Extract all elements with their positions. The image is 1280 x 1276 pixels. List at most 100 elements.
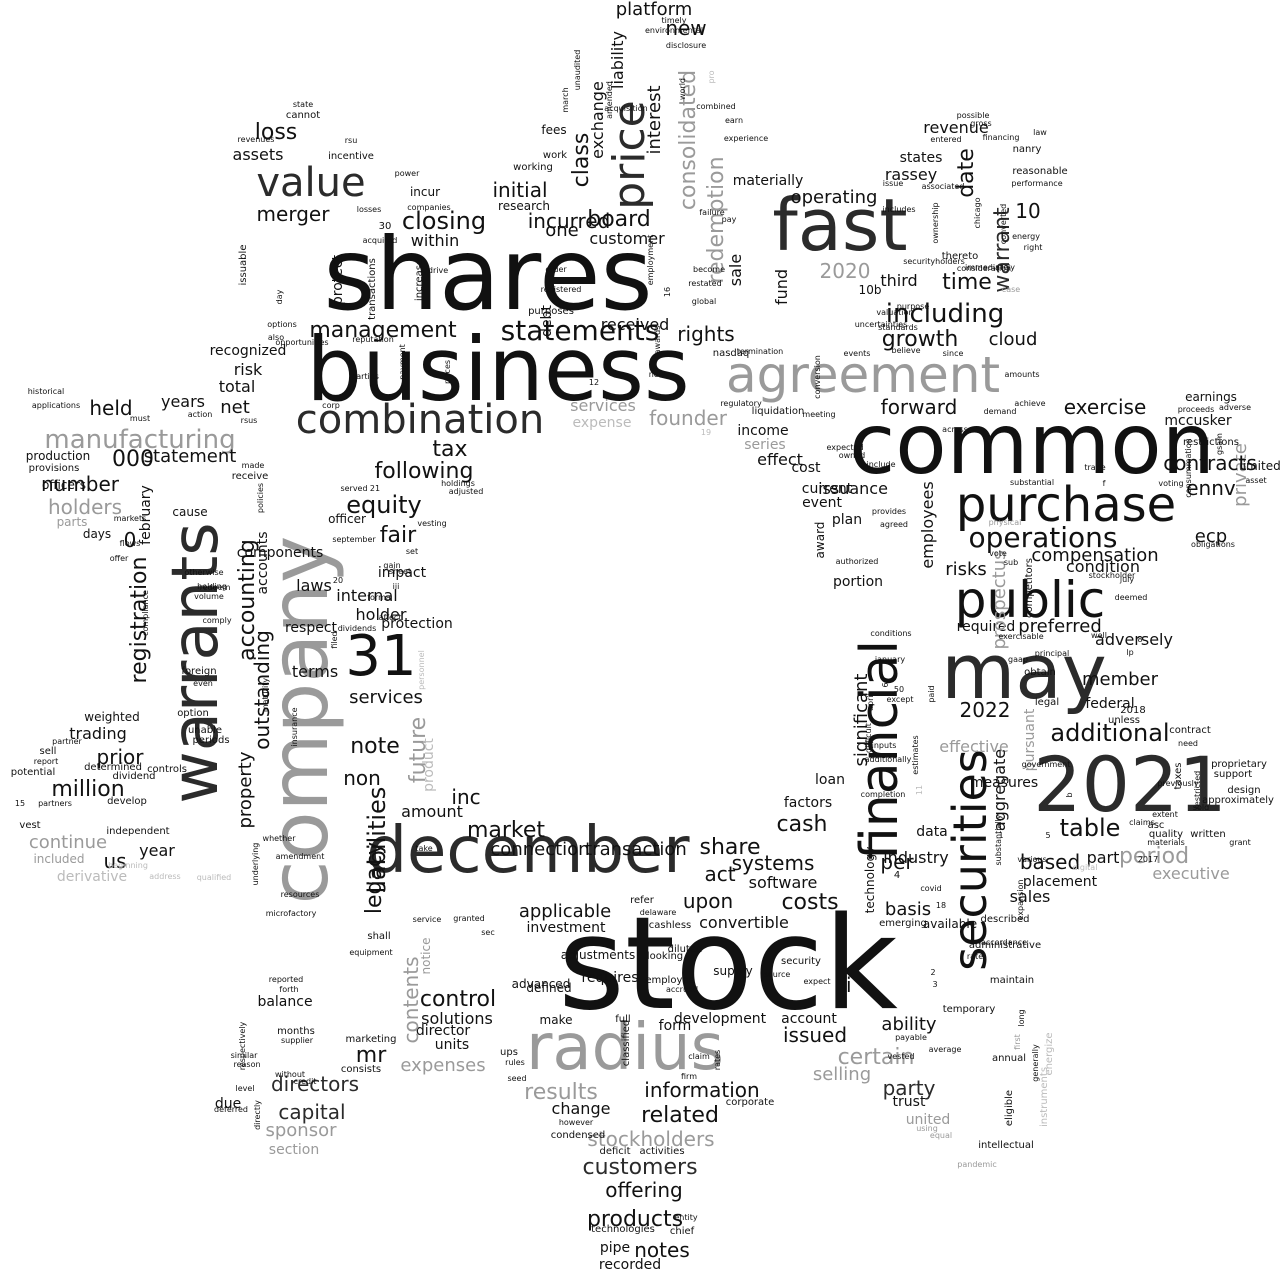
cloud-word: inc <box>451 785 481 809</box>
cloud-word: operations <box>968 521 1118 554</box>
cloud-word: basis <box>884 899 932 920</box>
cloud-word: share <box>699 835 761 860</box>
cloud-word: sponsor <box>265 1120 337 1141</box>
cloud-word: costs <box>781 890 839 915</box>
cloud-word: radius <box>526 1011 724 1085</box>
cloud-word: current <box>801 481 853 497</box>
cloud-word: states <box>899 150 943 166</box>
cloud-word: defined <box>526 981 572 995</box>
cloud-word: authorized <box>835 557 879 566</box>
cloud-word: management <box>309 318 457 343</box>
cloud-word: reasonable <box>1012 166 1068 177</box>
cloud-word: included <box>33 852 85 866</box>
cloud-word: manufacturing <box>44 425 236 455</box>
cloud-word: performance <box>1011 179 1063 188</box>
cloud-word: payable <box>895 1033 927 1042</box>
cloud-word: payment <box>398 344 407 380</box>
cloud-word: adverse <box>1218 403 1252 412</box>
cloud-word: controls <box>147 764 187 775</box>
cloud-word: described <box>980 914 1030 925</box>
cloud-word: mr <box>355 1043 387 1068</box>
cloud-word: pandemic <box>957 1160 997 1169</box>
cloud-word: paid <box>927 685 936 703</box>
cloud-word: exercise <box>1063 395 1147 419</box>
cloud-word: forth <box>279 985 299 994</box>
cloud-word: federal <box>1085 696 1135 712</box>
cloud-word: claims <box>1129 818 1155 827</box>
cloud-word: 2 <box>930 968 936 977</box>
cloud-word: increase <box>414 258 425 302</box>
cloud-word: materials <box>1147 838 1185 847</box>
cloud-word: option <box>177 708 209 719</box>
cloud-word: 000 <box>112 447 154 472</box>
cloud-word: made <box>241 461 265 470</box>
cloud-word: information <box>644 1078 760 1102</box>
cloud-word: ecp <box>1194 526 1228 547</box>
cloud-word: ability <box>881 1014 937 1035</box>
cloud-word: legal <box>1034 697 1060 708</box>
cloud-word: technology <box>863 846 877 914</box>
cloud-word: independent <box>106 826 170 837</box>
cloud-word: disclosure <box>665 41 707 50</box>
cloud-word: 16 <box>663 286 672 298</box>
cloud-word: dividends <box>337 624 377 633</box>
cloud-word: capital <box>278 1100 346 1124</box>
cloud-word: owned <box>838 451 866 460</box>
cloud-word: 6 <box>881 682 890 688</box>
cloud-word: estimates <box>911 735 920 775</box>
cloud-word: mccusker <box>1164 413 1232 429</box>
cloud-word: gaap <box>1008 655 1028 664</box>
cloud-word: similar <box>230 1051 258 1060</box>
cloud-word: nasdaq <box>712 348 750 359</box>
cloud-word: securityholders <box>903 257 965 266</box>
cloud-word: global <box>691 297 717 306</box>
cloud-word: 10b <box>858 283 882 297</box>
cloud-word: solutions <box>421 1009 493 1028</box>
cloud-word: long <box>1017 1009 1026 1027</box>
cloud-word: expenses <box>400 1055 486 1076</box>
cloud-word: rules <box>505 1058 525 1067</box>
cloud-word: since <box>942 349 964 358</box>
cloud-word: proceeds <box>1177 405 1215 414</box>
cloud-word: cause <box>172 505 208 519</box>
cloud-word: experience <box>723 134 769 143</box>
cloud-word: products <box>586 1207 684 1232</box>
cloud-word: value <box>256 160 366 206</box>
cloud-word: legacy <box>362 841 387 915</box>
cloud-word: drive <box>427 266 449 275</box>
cloud-word: requires <box>581 970 639 986</box>
cloud-word: employment <box>646 234 655 286</box>
cloud-word: rights <box>677 322 735 346</box>
cloud-word: internal <box>336 586 398 605</box>
cloud-word: prices <box>443 359 452 385</box>
cloud-word: sheet <box>388 567 412 576</box>
cloud-word: april <box>866 693 875 711</box>
cloud-word: periods <box>192 735 230 746</box>
cloud-word: using <box>916 1124 938 1133</box>
cloud-word: note <box>350 734 400 759</box>
cloud-word: address <box>149 872 181 881</box>
cloud-word: substantially <box>994 814 1003 866</box>
cloud-word: growth <box>881 327 959 352</box>
cloud-word: rsus <box>240 416 258 425</box>
cloud-word: directors <box>270 1072 360 1096</box>
cloud-word: instruments <box>1039 1066 1050 1128</box>
cloud-word: cash <box>776 812 828 837</box>
cloud-word: gain <box>383 561 401 570</box>
cloud-word: revenue <box>923 118 989 137</box>
cloud-word: new <box>665 16 707 40</box>
cloud-word: march <box>561 87 570 113</box>
cloud-word: weighted <box>84 710 140 724</box>
cloud-word: environmental <box>644 26 704 35</box>
cloud-word: incurred <box>527 209 611 233</box>
cloud-word: 8 <box>1137 635 1143 644</box>
cloud-word: expansion <box>1016 879 1025 921</box>
cloud-word: nanry <box>1012 144 1042 155</box>
cloud-word: asc <box>1147 820 1165 831</box>
cloud-word: software <box>748 873 818 892</box>
cloud-word: average <box>928 1045 962 1054</box>
cloud-word: various <box>1017 855 1047 864</box>
cloud-word: 15 <box>14 799 26 808</box>
cloud-word: units <box>434 1037 470 1053</box>
cloud-word: well <box>1091 631 1107 640</box>
